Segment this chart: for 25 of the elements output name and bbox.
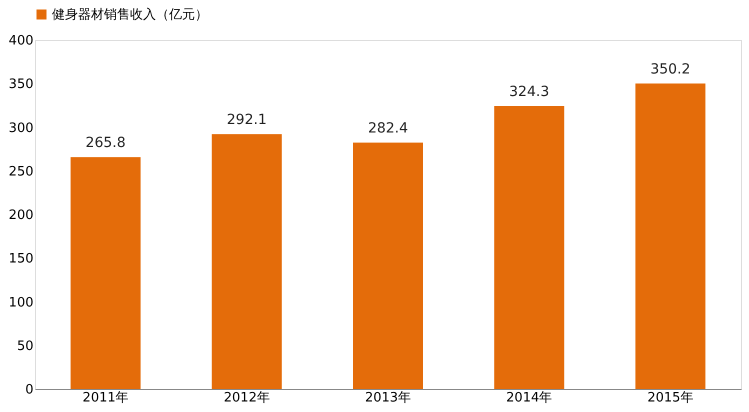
bar [635, 83, 706, 389]
y-tick-label: 200 [8, 208, 34, 223]
y-tick-label: 400 [8, 34, 34, 48]
data-label: 282.4 [368, 120, 408, 137]
data-label: 265.8 [86, 135, 126, 152]
x-tick-label: 2015年 [647, 390, 694, 406]
x-tick-label: 2013年 [364, 390, 412, 406]
y-tick-label: 0 [25, 382, 34, 398]
x-tick-label: 2014年 [506, 390, 552, 406]
y-tick-label: 150 [8, 252, 34, 267]
x-tick-label: 2011年 [82, 390, 129, 406]
bar [353, 142, 423, 389]
x-tick-label: 2012年 [224, 390, 270, 406]
data-label: 350.2 [650, 61, 690, 78]
y-tick-label: 100 [8, 295, 34, 310]
bar [494, 106, 564, 389]
y-tick-label: 250 [8, 164, 34, 180]
bar [212, 134, 282, 389]
y-tick-label: 50 [16, 338, 34, 354]
bar [70, 157, 141, 389]
data-label: 324.3 [509, 84, 550, 100]
y-tick-label: 300 [8, 120, 34, 136]
data-label: 292.1 [226, 112, 267, 128]
y-tick-label: 350 [8, 77, 34, 92]
legend-label: 健身器材销售收入（亿元） [52, 8, 208, 22]
